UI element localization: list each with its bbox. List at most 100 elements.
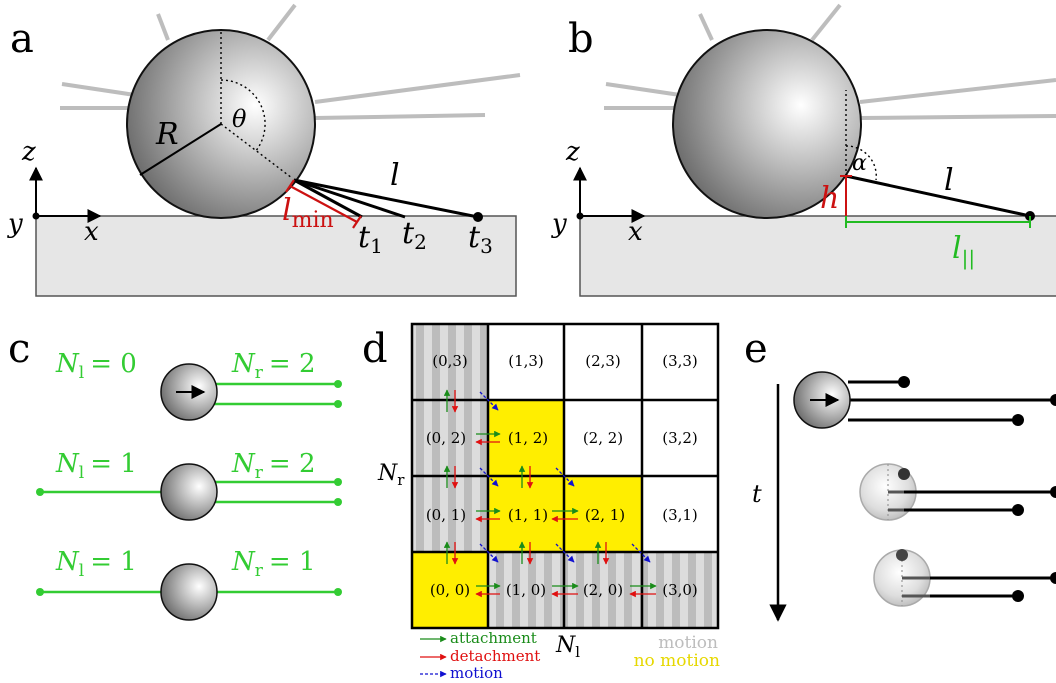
panel-c-row3-left: Nl = 1 [55,547,137,581]
panel-a-radius-line [139,123,222,176]
cell-1-0: (1, 0) [506,581,546,599]
legend-no-motion-region: no motion [634,651,720,671]
panel-e-state3-tethers [930,576,1056,598]
panel-b-alpha-arc [845,145,877,181]
panel-a-length-label: l [390,158,400,193]
panel-e-state3-detached-end [896,549,908,561]
cell-bg-col0-motion [412,324,488,552]
cell-3-2: (3,2) [662,429,698,447]
panel-b-length-label: l [944,163,954,198]
panel-d-label: d [362,326,388,372]
panel-d-legend: attachment detachment motion motion no m… [420,629,720,682]
panel-c-row1-right: Nr = 2 [231,349,315,383]
panel-c-row3-end-left [36,588,44,596]
cell-0-1: (0, 1) [426,506,466,524]
panel-e-state3-end3 [1012,590,1024,602]
panel-b-alpha-label: α [852,151,867,176]
cell-bg-0-0 [412,552,488,628]
panel-b-tether [845,174,1031,218]
cell-1-1: (1, 1) [508,506,548,524]
cell-bg-1-1 [488,476,564,552]
panel-b: b α l h l|| z y x [551,3,1056,297]
panel-c-row1-end1 [334,380,342,388]
panel-b-spikes [604,3,1056,120]
cell-0-0: (0, 0) [430,581,470,599]
panel-e-state1-end2 [1050,394,1056,406]
transition-arrows-vertical [443,389,610,565]
panel-d: d (0,3) (1,3) (2,3) (3,3) (0, 2) (1, 2) … [362,322,720,682]
panel-c-row2-sphere [160,463,218,521]
panel-e-state2-tethers [902,475,1056,512]
panel-c-row3-sphere [160,563,218,621]
cell-3-1: (3,1) [662,506,698,524]
panel-c-row2-left: Nl = 1 [55,449,137,483]
panel-a-t3: t3 [468,220,493,258]
panel-a-z-label: z [21,137,36,167]
cell-1-2: (1, 2) [508,429,548,447]
cell-1-3: (1,3) [508,352,544,370]
panel-c-row1-left: Nl = 0 [55,349,137,383]
panel-e-state3-end2 [1050,572,1056,584]
panel-e-state1-end1 [898,376,910,388]
panel-a-tethers [293,178,479,219]
panel-c-row3-end-right [334,588,342,596]
transition-arrows-horizontal [475,430,657,598]
panel-a-radius-label: R [155,117,179,152]
panel-a: a R θ lmin [7,3,521,297]
cell-bg-row0-motion [488,552,718,628]
cell-3-3: (3,3) [662,352,698,370]
cell-bg-1-2 [488,400,564,476]
panel-e-state2-end3 [1012,504,1024,516]
panel-c-row2-end-left [36,488,44,496]
panel-a-lmin-label: lmin [282,193,334,233]
panel-a-label: a [10,16,34,62]
panel-a-tether-end [473,212,483,222]
panel-a-spikes [60,3,521,120]
cell-2-1: (2, 1) [585,506,625,524]
panel-c: c Nl = 0 Nr = 2 Nl = 1 Nr = 2 Nl = 1 Nr = 1 [8,326,342,621]
legend-motion-region: motion [658,633,718,653]
panel-c-row2-right: Nr = 2 [231,449,315,483]
cell-0-3: (0,3) [432,352,468,370]
panel-a-x-label: x [84,217,99,247]
panel-b-y-label: y [551,209,567,239]
panel-b-lpar-marker [845,216,1031,228]
panel-e: e t [744,326,1056,622]
panel-a-origin [32,212,40,220]
panel-d-x-axis-label: Nl [555,633,580,661]
panel-e-state2-end2 [1050,486,1056,498]
panel-a-theta-arc [220,79,266,153]
panel-e-label: e [744,326,768,372]
transition-arrows-motion [479,391,651,563]
panel-b-sphere [672,29,862,219]
panel-b-surface [579,215,1056,297]
panel-c-row1-end2 [334,400,342,408]
panel-e-state1-end3 [1012,414,1024,426]
legend-detachment: detachment [450,647,540,665]
panel-b-lpar-label: l|| [952,231,975,271]
cell-2-0: (2, 0) [583,581,623,599]
panel-b-height-marker [840,175,852,216]
panel-b-origin [576,212,584,220]
panel-c-row2-end2 [334,498,342,506]
panel-b-height-label: h [820,181,839,216]
panel-a-t2: t2 [402,216,427,254]
panel-a-surface [35,215,517,297]
cell-2-3: (2,3) [585,352,621,370]
cell-2-2: (2, 2) [583,429,623,447]
panel-b-z-label: z [565,137,580,167]
panel-b-label: b [568,16,594,62]
panel-a-lmin-marker [285,179,362,229]
panel-b-x-label: x [628,217,643,247]
legend-motion: motion [450,664,503,682]
panel-c-label: c [8,326,30,372]
legend-attachment: attachment [450,629,537,647]
cell-0-2: (0, 2) [426,429,466,447]
panel-a-y-label: y [7,209,23,239]
panel-d-y-axis-label: Nr [377,461,405,489]
panel-e-state2-end1 [898,468,910,480]
panel-c-row2-end1 [334,478,342,486]
state-grid [410,322,720,630]
panel-e-state1-tethers [848,380,1056,422]
cell-3-0: (3,0) [662,581,698,599]
